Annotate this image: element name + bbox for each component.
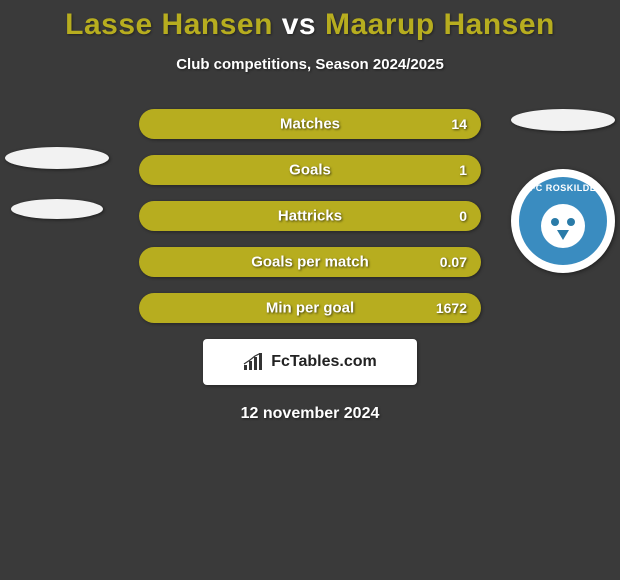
vs-word: vs [282,8,316,41]
player1-avatar-placeholder [5,147,109,169]
stat-bar-goals-per-match: Goals per match 0.07 [139,247,481,277]
stats-area: FC ROSKILDE Matches 14 Goals 1 Hattricks… [0,109,620,323]
club-badge-text: FC ROSKILDE [519,183,607,193]
stat-label: Min per goal [139,300,481,317]
stat-label: Matches [139,116,481,133]
stat-bar-min-per-goal: Min per goal 1672 [139,293,481,323]
stat-value: 1672 [436,300,467,316]
stat-value: 14 [451,116,467,132]
player2-name: Maarup Hansen [325,8,555,41]
player2-avatar-placeholder [511,109,615,131]
player1-avatar-col [2,109,112,219]
player1-club-placeholder [11,199,103,219]
subtitle: Club competitions, Season 2024/2025 [0,56,620,73]
club-badge-bird-icon [541,204,585,248]
player1-name: Lasse Hansen [65,8,273,41]
club-badge-inner: FC ROSKILDE [519,177,607,265]
bar-chart-icon [243,353,265,371]
stat-value: 0 [459,208,467,224]
stat-bar-matches: Matches 14 [139,109,481,139]
player2-club-badge: FC ROSKILDE [511,169,615,273]
comparison-title: Lasse Hansen vs Maarup Hansen [0,0,620,42]
stat-value: 1 [459,162,467,178]
stat-bars: Matches 14 Goals 1 Hattricks 0 Goals per… [139,109,481,323]
stat-bar-goals: Goals 1 [139,155,481,185]
date-text: 12 november 2024 [0,405,620,423]
stat-value: 0.07 [440,254,467,270]
fctables-watermark: FcTables.com [203,339,417,385]
stat-label: Goals per match [139,254,481,271]
stat-label: Goals [139,162,481,179]
player2-avatar-col: FC ROSKILDE [508,109,618,273]
fctables-text: FcTables.com [271,353,377,371]
stat-label: Hattricks [139,208,481,225]
stat-bar-hattricks: Hattricks 0 [139,201,481,231]
